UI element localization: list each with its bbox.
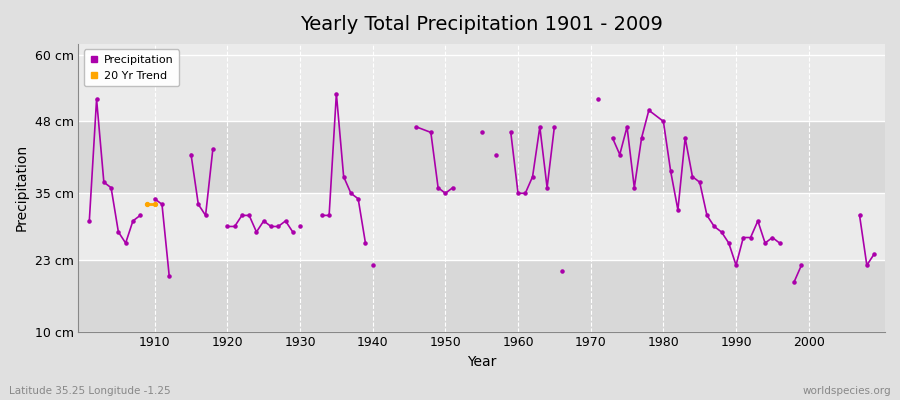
Point [228,223,242,230]
Point [424,129,438,136]
Point [155,201,169,208]
Point [511,190,526,196]
Bar [78,260,885,332]
Point [198,212,212,218]
Point [743,234,758,241]
Point [344,190,358,196]
Point [438,190,453,196]
Point [765,234,779,241]
Point [285,229,300,235]
Point [663,168,678,174]
Point [474,129,489,136]
Point [82,218,96,224]
Point [729,262,743,268]
Point [126,218,140,224]
Point [656,118,670,124]
Point [533,124,547,130]
Point [351,196,365,202]
Point [772,240,787,246]
Point [358,240,373,246]
Point [700,212,715,218]
Point [278,218,293,224]
Point [220,223,235,230]
Point [526,174,540,180]
Point [692,179,706,186]
Y-axis label: Precipitation: Precipitation [15,144,29,231]
Point [337,174,351,180]
Point [242,212,256,218]
Bar [78,55,885,121]
Point [271,223,285,230]
Point [184,151,198,158]
Point [264,223,278,230]
Point [365,262,380,268]
Point [446,184,460,191]
Point [634,135,649,141]
Point [191,201,205,208]
Point [642,107,656,114]
Point [322,212,337,218]
Point [554,268,569,274]
Point [860,262,874,268]
Point [96,179,111,186]
Point [722,240,736,246]
Title: Yearly Total Precipitation 1901 - 2009: Yearly Total Precipitation 1901 - 2009 [301,15,663,34]
Point [140,201,155,208]
Point [431,184,446,191]
Point [489,151,503,158]
Point [133,212,148,218]
Point [590,96,605,102]
Point [315,212,329,218]
Point [540,184,554,191]
Point [715,229,729,235]
Point [620,124,634,130]
Point [613,151,627,158]
Point [504,129,518,136]
Point [89,96,104,102]
Point [852,212,867,218]
Point [410,124,424,130]
Point [205,146,220,152]
Point [256,218,271,224]
Point [685,174,699,180]
Point [751,218,765,224]
Point [678,135,692,141]
Point [547,124,562,130]
Point [627,184,642,191]
Point [758,240,772,246]
Point [162,273,176,280]
Point [606,135,620,141]
Point [736,234,751,241]
Point [148,201,162,208]
Bar [78,193,885,260]
Point [794,262,808,268]
Point [249,229,264,235]
Point [119,240,133,246]
Bar [78,121,885,193]
Point [787,278,801,285]
X-axis label: Year: Year [467,355,497,369]
Point [867,251,881,257]
Point [670,207,685,213]
Point [104,184,118,191]
Point [235,212,249,218]
Point [112,229,126,235]
Point [329,90,344,97]
Point [148,196,162,202]
Legend: Precipitation, 20 Yr Trend: Precipitation, 20 Yr Trend [84,50,179,86]
Text: Latitude 35.25 Longitude -1.25: Latitude 35.25 Longitude -1.25 [9,386,171,396]
Text: worldspecies.org: worldspecies.org [803,386,891,396]
Point [518,190,533,196]
Point [707,223,722,230]
Point [292,223,307,230]
